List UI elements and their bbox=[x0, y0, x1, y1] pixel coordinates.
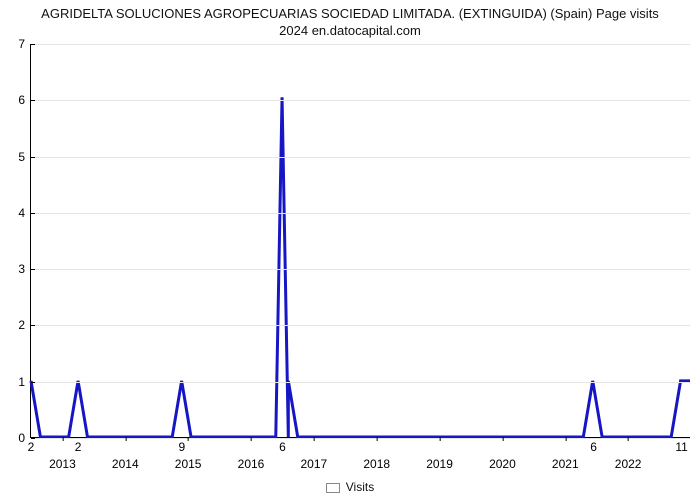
y-tick-label: 6 bbox=[18, 93, 31, 107]
x-tick-label: 2014 bbox=[112, 437, 139, 471]
y-gridline bbox=[31, 213, 690, 214]
y-tick-label: 4 bbox=[18, 206, 31, 220]
x-tick-label: 2016 bbox=[238, 437, 265, 471]
x-tick-label: 2020 bbox=[489, 437, 516, 471]
y-tick-label: 3 bbox=[18, 262, 31, 276]
chart-title-line2: 2024 en.datocapital.com bbox=[279, 23, 421, 38]
y-gridline bbox=[31, 100, 690, 101]
value-label: 6 bbox=[590, 437, 597, 454]
x-tick-label: 2019 bbox=[426, 437, 453, 471]
legend: Visits bbox=[0, 480, 700, 494]
y-tick-label: 2 bbox=[18, 318, 31, 332]
x-tick-label: 2017 bbox=[300, 437, 327, 471]
value-label: 2 bbox=[75, 437, 82, 454]
y-tick-label: 5 bbox=[18, 150, 31, 164]
x-tick-label: 2022 bbox=[615, 437, 642, 471]
chart-title-line1: AGRIDELTA SOLUCIONES AGROPECUARIAS SOCIE… bbox=[41, 6, 659, 21]
y-gridline bbox=[31, 269, 690, 270]
legend-swatch bbox=[326, 483, 340, 493]
plot-area: 0123456720132014201520162017201820192020… bbox=[30, 44, 690, 438]
value-label: 2 bbox=[28, 437, 35, 454]
x-tick-label: 2013 bbox=[49, 437, 76, 471]
value-label: 11 bbox=[675, 437, 687, 454]
value-label: 6 bbox=[279, 437, 286, 454]
y-tick-label: 7 bbox=[18, 37, 31, 51]
x-tick-label: 2021 bbox=[552, 437, 579, 471]
y-gridline bbox=[31, 325, 690, 326]
y-gridline bbox=[31, 382, 690, 383]
value-label: 9 bbox=[179, 437, 186, 454]
x-tick-label: 2018 bbox=[363, 437, 390, 471]
y-gridline bbox=[31, 157, 690, 158]
line-chart-svg bbox=[31, 44, 690, 437]
y-tick-label: 1 bbox=[18, 375, 31, 389]
y-gridline bbox=[31, 44, 690, 45]
visits-series-line bbox=[31, 97, 690, 437]
chart-title: AGRIDELTA SOLUCIONES AGROPECUARIAS SOCIE… bbox=[0, 6, 700, 40]
legend-label: Visits bbox=[346, 480, 374, 494]
